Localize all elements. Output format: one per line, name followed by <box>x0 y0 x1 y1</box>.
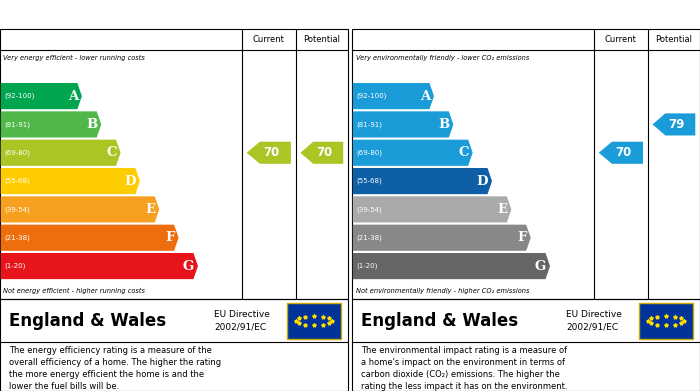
Polygon shape <box>353 168 492 194</box>
Text: (69-80): (69-80) <box>356 149 383 156</box>
Polygon shape <box>353 140 473 166</box>
Text: Very environmentally friendly - lower CO₂ emissions: Very environmentally friendly - lower CO… <box>356 55 529 61</box>
Polygon shape <box>1 225 178 251</box>
Text: England & Wales: England & Wales <box>360 312 518 330</box>
Text: B: B <box>86 118 97 131</box>
Text: (21-38): (21-38) <box>356 235 382 241</box>
Text: Potential: Potential <box>303 35 340 44</box>
Text: Current: Current <box>605 35 637 44</box>
Polygon shape <box>1 253 198 279</box>
Text: B: B <box>438 118 449 131</box>
Text: (69-80): (69-80) <box>4 149 31 156</box>
FancyBboxPatch shape <box>287 303 341 339</box>
Text: 70: 70 <box>615 146 631 159</box>
Text: G: G <box>535 260 546 273</box>
Text: C: C <box>106 146 117 159</box>
Text: (1-20): (1-20) <box>356 263 378 269</box>
Text: E: E <box>146 203 155 216</box>
Polygon shape <box>300 142 343 164</box>
Polygon shape <box>1 168 140 194</box>
Text: F: F <box>165 231 175 244</box>
Text: (21-38): (21-38) <box>4 235 30 241</box>
Text: 79: 79 <box>668 118 684 131</box>
Text: G: G <box>183 260 194 273</box>
Text: (92-100): (92-100) <box>356 93 387 99</box>
Text: 70: 70 <box>316 146 332 159</box>
Polygon shape <box>1 111 102 138</box>
Polygon shape <box>1 140 120 166</box>
Text: E: E <box>498 203 508 216</box>
Text: England & Wales: England & Wales <box>8 312 166 330</box>
Text: Potential: Potential <box>655 35 692 44</box>
Text: Not energy efficient - higher running costs: Not energy efficient - higher running co… <box>4 288 146 294</box>
Text: D: D <box>477 175 488 188</box>
Text: A: A <box>420 90 430 102</box>
Text: C: C <box>458 146 469 159</box>
Text: EU Directive
2002/91/EC: EU Directive 2002/91/EC <box>214 310 270 331</box>
Polygon shape <box>1 196 160 222</box>
Polygon shape <box>246 142 291 164</box>
Text: Current: Current <box>253 35 285 44</box>
Text: (55-68): (55-68) <box>356 178 382 184</box>
Polygon shape <box>598 142 643 164</box>
Polygon shape <box>353 83 434 109</box>
Text: (55-68): (55-68) <box>4 178 30 184</box>
Text: EU Directive
2002/91/EC: EU Directive 2002/91/EC <box>566 310 622 331</box>
Text: Very energy efficient - lower running costs: Very energy efficient - lower running co… <box>4 55 146 61</box>
Text: F: F <box>517 231 527 244</box>
Text: (39-54): (39-54) <box>4 206 30 213</box>
Text: (1-20): (1-20) <box>4 263 26 269</box>
Text: (81-91): (81-91) <box>4 121 31 128</box>
Text: 70: 70 <box>262 146 279 159</box>
Text: (92-100): (92-100) <box>4 93 35 99</box>
Polygon shape <box>353 253 550 279</box>
Polygon shape <box>353 196 512 222</box>
Polygon shape <box>1 83 82 109</box>
Text: (39-54): (39-54) <box>356 206 382 213</box>
Text: The environmental impact rating is a measure of
a home's impact on the environme: The environmental impact rating is a mea… <box>360 346 567 391</box>
FancyBboxPatch shape <box>639 303 693 339</box>
Text: A: A <box>68 90 78 102</box>
Text: D: D <box>125 175 136 188</box>
Polygon shape <box>353 111 454 138</box>
Polygon shape <box>353 225 531 251</box>
Text: (81-91): (81-91) <box>356 121 383 128</box>
Text: Energy Efficiency Rating: Energy Efficiency Rating <box>8 8 192 21</box>
Text: Not environmentally friendly - higher CO₂ emissions: Not environmentally friendly - higher CO… <box>356 288 529 294</box>
Text: Environmental Impact (CO₂) Rating: Environmental Impact (CO₂) Rating <box>360 8 623 21</box>
Polygon shape <box>652 113 695 135</box>
Text: The energy efficiency rating is a measure of the
overall efficiency of a home. T: The energy efficiency rating is a measur… <box>8 346 220 391</box>
